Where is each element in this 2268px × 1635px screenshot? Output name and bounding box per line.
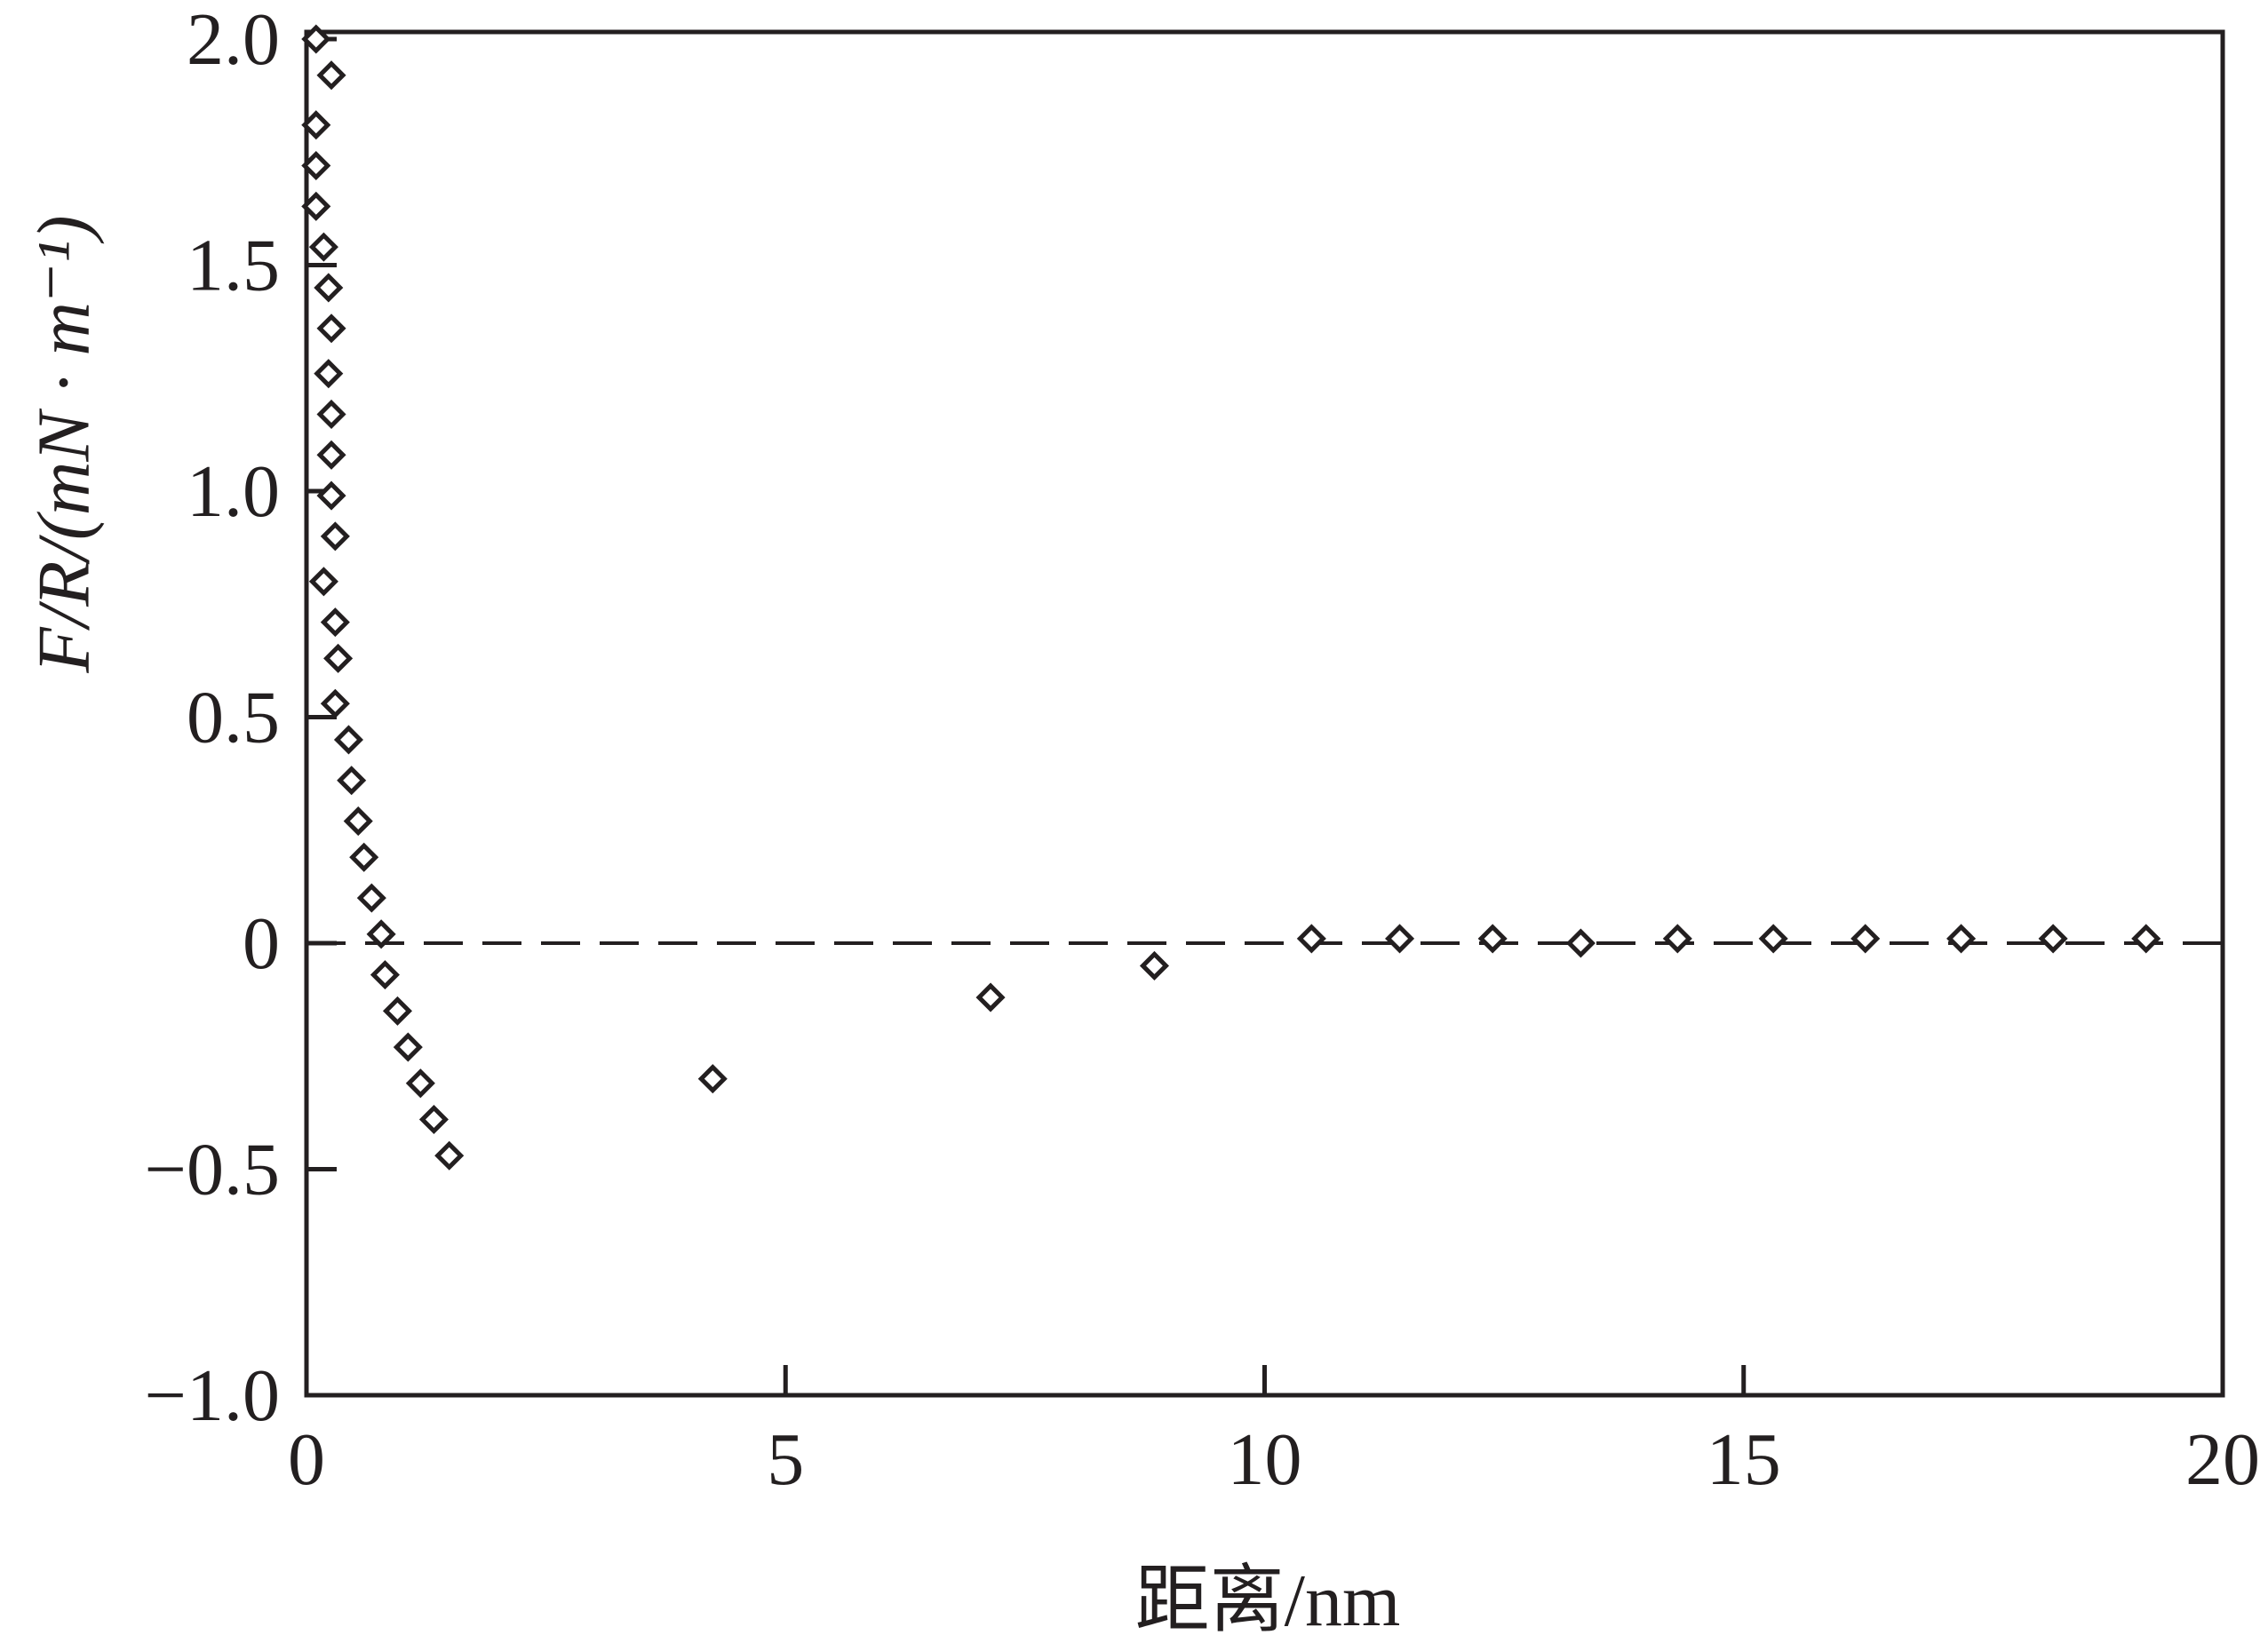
y-tick-label: 1.5 (187, 225, 280, 307)
data-point (323, 643, 354, 673)
data-point (1296, 924, 1326, 954)
data-point (418, 1104, 449, 1135)
data-point (320, 688, 350, 718)
data-point (308, 567, 338, 597)
y-tick-label: −1.0 (145, 1354, 280, 1437)
x-tick-label: 20 (2185, 1418, 2260, 1501)
data-point (434, 1140, 465, 1171)
data-point (349, 842, 379, 872)
data-point (370, 960, 400, 990)
data-point (301, 191, 331, 221)
data-point (1758, 924, 1788, 954)
data-point (316, 440, 346, 470)
data-point (320, 521, 350, 552)
data-point (1850, 924, 1881, 954)
data-point (301, 150, 331, 181)
plot-frame (304, 29, 2225, 1398)
y-tick-label: 2.0 (187, 0, 280, 81)
data-point (1385, 924, 1415, 954)
x-tick-label: 10 (1228, 1418, 1302, 1501)
data-point (1139, 950, 1170, 980)
y-tick-label: 0.5 (187, 677, 280, 759)
data-point (1477, 924, 1508, 954)
data-point (356, 883, 386, 913)
data-point (316, 314, 346, 344)
data-point (308, 232, 338, 262)
data-point (405, 1068, 435, 1099)
y-tick-label: −0.5 (145, 1129, 280, 1211)
x-axis-label: 距离/nm (1135, 1560, 1401, 1635)
data-point (2038, 924, 2068, 954)
data-point (337, 766, 367, 796)
data-point (343, 806, 373, 837)
x-tick-label: 0 (288, 1418, 325, 1501)
y-axis-label: F/R/(mN · m⁻¹) (22, 215, 105, 673)
data-point (301, 110, 331, 140)
data-point (316, 60, 346, 91)
data-point (314, 273, 344, 303)
data-point (316, 480, 346, 511)
x-tick-label: 15 (1707, 1418, 1781, 1501)
y-tick-label: 0 (243, 902, 280, 985)
x-tick-label: 5 (767, 1418, 804, 1501)
data-point (316, 399, 346, 430)
data-point (333, 725, 363, 755)
data-point (1662, 924, 1692, 954)
data-point (382, 996, 412, 1026)
data-point (301, 24, 331, 54)
y-tick-label: 1.0 (187, 450, 280, 533)
data-point (2131, 924, 2161, 954)
data-point (1946, 924, 1977, 954)
data-point (366, 919, 396, 949)
data-point (314, 359, 344, 389)
data-point (975, 982, 1006, 1012)
data-point (1565, 928, 1596, 958)
data-point (697, 1064, 728, 1094)
data-point (393, 1032, 423, 1062)
data-point (320, 607, 350, 638)
